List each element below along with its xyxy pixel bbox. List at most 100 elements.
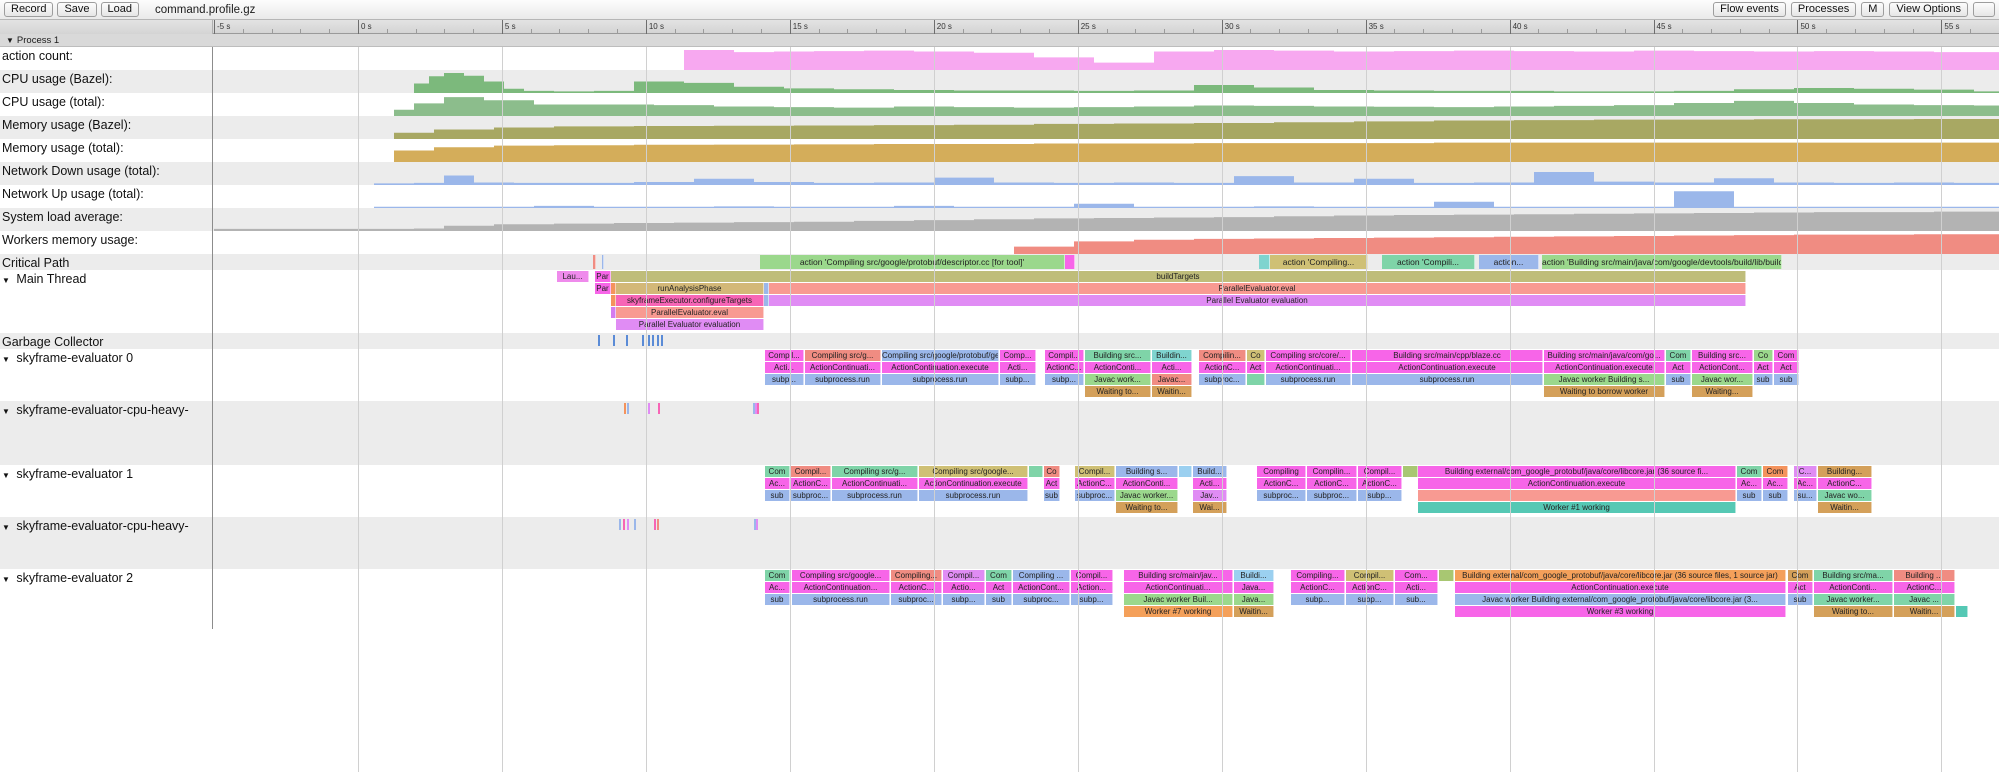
spark-mark[interactable] <box>754 519 756 530</box>
slice[interactable]: Com <box>765 570 790 581</box>
slice[interactable]: Ac... <box>765 478 790 489</box>
slice[interactable]: ActionContinuati... <box>1124 582 1233 593</box>
slice[interactable]: Buildin... <box>1152 350 1192 361</box>
track-memory-usage-total[interactable]: Memory usage (total): <box>0 139 1999 162</box>
track-label-network-up-total[interactable]: Network Up usage (total): <box>0 185 213 208</box>
slice[interactable]: Compil... <box>1071 570 1113 581</box>
track-label-network-down-total[interactable]: Network Down usage (total): <box>0 162 213 185</box>
track-skyframe-evaluator-0[interactable]: ▼ skyframe-evaluator 0 Compil... Compiling… <box>0 349 1999 401</box>
slice[interactable]: subproc... <box>891 594 942 605</box>
slice[interactable]: Building external/com_google_protobuf/ja… <box>1418 466 1736 477</box>
slice[interactable]: Building src/main/java/com/go... <box>1544 350 1665 361</box>
track-canvas-cpu-usage-bazel[interactable] <box>214 70 1999 93</box>
track-skyframe-evaluator-cpu-heavy-0[interactable]: ▼ skyframe-evaluator-cpu-heavy- <box>0 401 1999 465</box>
slice[interactable]: Javac wor... <box>1692 374 1753 385</box>
slice[interactable]: Javac worker... <box>1814 594 1893 605</box>
slice[interactable] <box>1247 374 1265 385</box>
track-label-skyframe-evaluator-2[interactable]: ▼ skyframe-evaluator 2 <box>0 569 213 629</box>
slice[interactable]: sub <box>1763 490 1788 501</box>
track-skyframe-evaluator-2[interactable]: ▼ skyframe-evaluator 2 Com Compiling src/g… <box>0 569 1999 629</box>
track-garbage-collector[interactable]: Garbage Collector <box>0 333 1999 349</box>
slice[interactable]: ActionC... <box>1818 478 1872 489</box>
track-label-cpu-usage-bazel[interactable]: CPU usage (Bazel): <box>0 70 213 93</box>
slice[interactable]: Build... <box>1193 466 1227 477</box>
slice[interactable] <box>1065 255 1075 269</box>
slice[interactable]: Javac worker Building s... <box>1544 374 1665 385</box>
slice[interactable]: Com <box>1737 466 1762 477</box>
slice[interactable]: Javac ... <box>1894 594 1955 605</box>
slice[interactable]: Compiling... <box>891 570 942 581</box>
slice[interactable] <box>1418 490 1736 501</box>
spark-mark[interactable] <box>654 519 656 530</box>
slice[interactable]: sub <box>765 490 790 501</box>
slice[interactable]: Waiting... <box>1692 386 1753 397</box>
slice[interactable]: Ac... <box>1763 478 1788 489</box>
track-label-cpu-usage-total[interactable]: CPU usage (total): <box>0 93 213 116</box>
chevron-down-icon[interactable]: ▼ <box>2 523 10 532</box>
track-label-action-count[interactable]: action count: <box>0 47 213 70</box>
slice[interactable]: ActionContinuati... <box>805 362 881 373</box>
slice[interactable]: sub <box>1774 374 1799 385</box>
track-canvas-action-count[interactable] <box>214 47 1999 70</box>
track-canvas-skyframe-evaluator-cpu-heavy-1[interactable] <box>214 517 1999 569</box>
track-label-memory-usage-bazel[interactable]: Memory usage (Bazel): <box>0 116 213 139</box>
track-label-skyframe-evaluator-cpu-heavy-0[interactable]: ▼ skyframe-evaluator-cpu-heavy- <box>0 401 213 465</box>
spark-mark[interactable] <box>652 335 654 346</box>
slice[interactable]: Building s... <box>1116 466 1178 477</box>
slice[interactable]: Par <box>595 283 611 294</box>
slice[interactable]: Acti... <box>1395 582 1438 593</box>
slice[interactable]: Wai... <box>1193 502 1227 513</box>
slice[interactable]: Parallel Evaluator evaluation <box>769 295 1746 306</box>
metrics-button[interactable]: M <box>1861 2 1885 17</box>
track-canvas-garbage-collector[interactable] <box>214 333 1999 349</box>
load-button[interactable]: Load <box>100 2 140 17</box>
slice[interactable]: ParallelEvaluator.eval <box>769 283 1746 294</box>
slice[interactable]: Compiling src/google/protobuf/generat... <box>882 350 999 361</box>
save-button[interactable]: Save <box>57 2 97 17</box>
track-canvas-skyframe-evaluator-0[interactable]: Compil... Compiling src/g... Compiling src… <box>214 349 1999 401</box>
slice[interactable]: subprocess.run <box>1352 374 1543 385</box>
spark-mark[interactable] <box>657 335 659 346</box>
slice[interactable]: Com... <box>1395 570 1438 581</box>
spark-mark[interactable] <box>613 335 615 346</box>
slice[interactable] <box>1403 466 1418 477</box>
spark-mark[interactable] <box>657 519 659 530</box>
track-system-load-average[interactable]: System load average: <box>0 208 1999 231</box>
slice[interactable]: Act <box>1666 362 1691 373</box>
slice[interactable]: subp... <box>1071 594 1113 605</box>
slice[interactable] <box>593 255 596 269</box>
slice[interactable]: Compiling src/google... <box>919 466 1028 477</box>
track-canvas-skyframe-evaluator-cpu-heavy-0[interactable] <box>214 401 1999 465</box>
slice[interactable]: ActionContinuation.execute <box>1352 362 1543 373</box>
spark-mark[interactable] <box>755 403 757 414</box>
slice[interactable]: ActionC... <box>1346 582 1394 593</box>
spark-mark[interactable] <box>658 403 660 414</box>
spark-mark[interactable] <box>627 403 629 414</box>
slice[interactable] <box>764 295 769 306</box>
slice[interactable]: action 'Compiling... <box>1270 255 1368 269</box>
slice[interactable]: Compiling <box>1257 466 1306 477</box>
slice[interactable]: ActionCont... <box>1692 362 1753 373</box>
spark-mark[interactable] <box>634 519 636 530</box>
slice[interactable]: subproc... <box>1013 594 1070 605</box>
slice[interactable]: Javac wo... <box>1818 490 1872 501</box>
slice[interactable]: ActionConti... <box>1814 582 1893 593</box>
slice[interactable]: Par <box>595 271 611 282</box>
slice[interactable]: subprocess.run <box>832 490 918 501</box>
slice[interactable]: Co <box>1754 350 1773 361</box>
slice[interactable] <box>1259 255 1270 269</box>
slice[interactable]: Com <box>1763 466 1788 477</box>
slice[interactable] <box>611 283 616 294</box>
slice[interactable]: Worker #1 working <box>1418 502 1736 513</box>
track-network-up-total[interactable]: Network Up usage (total): <box>0 185 1999 208</box>
track-canvas-main-thread[interactable]: Lau... Par buildTargets Par runAnalysisPhase… <box>214 270 1999 333</box>
slice[interactable]: ActionContinuation.execute <box>1418 478 1736 489</box>
slice[interactable]: subprocess.run <box>882 374 999 385</box>
slice[interactable]: Building external/com_google_protobuf/ja… <box>1455 570 1786 581</box>
spark-mark[interactable] <box>648 403 650 414</box>
chevron-down-icon[interactable]: ▼ <box>2 575 10 584</box>
slice[interactable]: action 'Building src/main/java/com/googl… <box>1542 255 1782 269</box>
track-canvas-critical-path[interactable]: action 'Compiling src/google/protobuf/de… <box>214 254 1999 270</box>
slice[interactable]: Javac worker Buil... <box>1124 594 1233 605</box>
record-button[interactable]: Record <box>4 2 54 17</box>
